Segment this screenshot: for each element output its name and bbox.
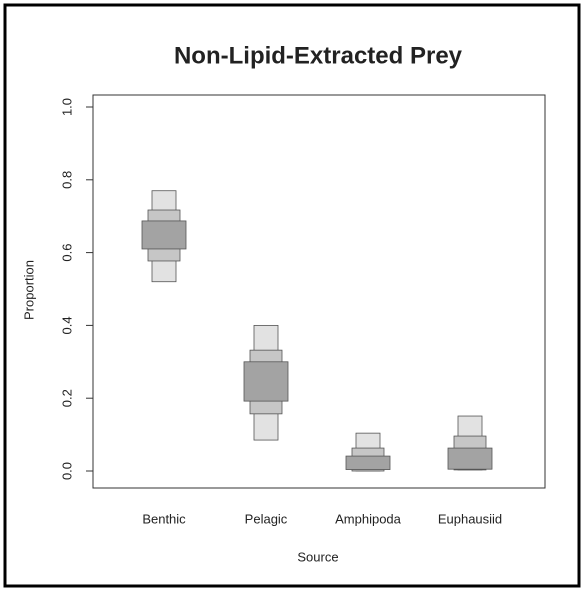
interval-box: [141, 220, 187, 250]
y-tick-label: 0.2: [59, 389, 74, 407]
interval-box: [447, 447, 493, 470]
chart-title: Non-Lipid-Extracted Prey: [174, 42, 463, 69]
y-tick-label: 0.4: [59, 316, 74, 334]
y-tick-label: 1.0: [59, 98, 74, 116]
interval-box: [345, 455, 391, 470]
x-tick-label: Amphipoda: [335, 511, 402, 526]
frame: [3, 3, 581, 588]
y-tick-label: 0.0: [59, 462, 74, 480]
x-tick-label: Pelagic: [245, 511, 288, 526]
x-tick-label: Euphausiid: [438, 511, 502, 526]
x-axis-label: Source: [297, 549, 338, 564]
x-tick-label: Benthic: [142, 511, 186, 526]
y-axis-label: Proportion: [21, 260, 36, 320]
y-tick-label: 0.6: [59, 244, 74, 262]
interval-box: [243, 361, 289, 402]
y-tick-label: 0.8: [59, 171, 74, 189]
